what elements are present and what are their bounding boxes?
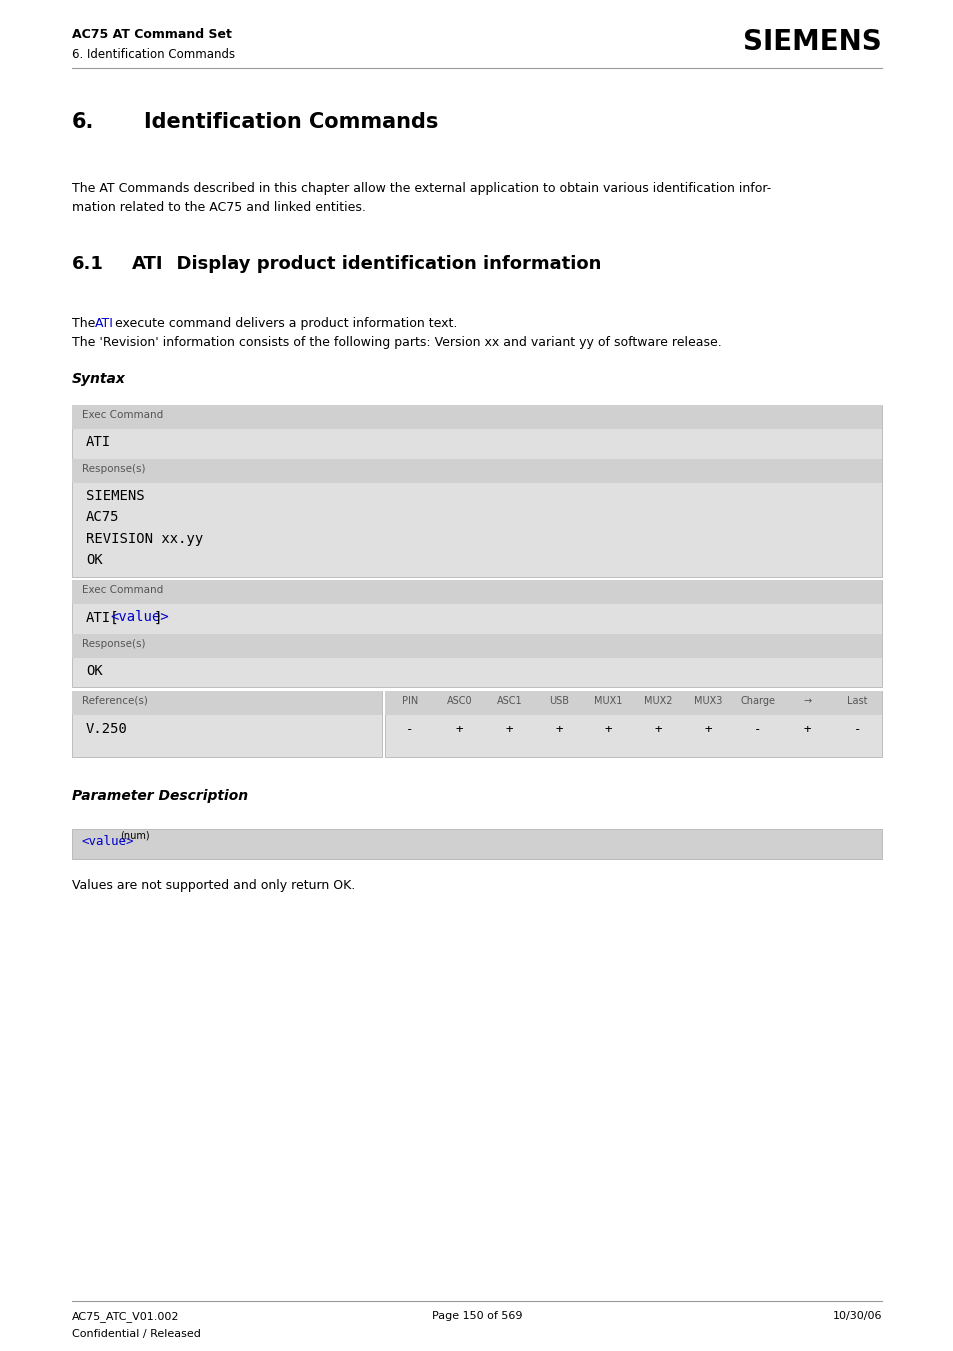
Text: ATI: ATI xyxy=(132,255,163,273)
Text: MUX1: MUX1 xyxy=(594,697,622,707)
Text: Last: Last xyxy=(846,697,866,707)
Text: The 'Revision' information consists of the following parts: Version xx and varia: The 'Revision' information consists of t… xyxy=(71,336,721,349)
Text: SIEMENS: SIEMENS xyxy=(742,28,882,55)
Text: REVISION xx.yy: REVISION xx.yy xyxy=(86,532,203,546)
Text: -: - xyxy=(406,723,414,736)
Text: Values are not supported and only return OK.: Values are not supported and only return… xyxy=(71,880,355,893)
Text: SIEMENS: SIEMENS xyxy=(86,489,145,503)
Text: Display product identification information: Display product identification informati… xyxy=(164,255,600,273)
FancyBboxPatch shape xyxy=(71,459,882,484)
Text: MUX3: MUX3 xyxy=(693,697,721,707)
Text: Identification Commands: Identification Commands xyxy=(144,112,438,132)
FancyBboxPatch shape xyxy=(71,580,882,688)
FancyBboxPatch shape xyxy=(71,635,882,658)
Text: AC75 AT Command Set: AC75 AT Command Set xyxy=(71,28,232,41)
Text: Response(s): Response(s) xyxy=(82,639,146,650)
Text: The AT Commands described in this chapter allow the external application to obta: The AT Commands described in this chapte… xyxy=(71,182,770,195)
Text: 10/30/06: 10/30/06 xyxy=(832,1310,882,1321)
FancyBboxPatch shape xyxy=(71,405,882,430)
Text: Charge: Charge xyxy=(740,697,775,707)
Text: +: + xyxy=(802,723,810,736)
Text: The: The xyxy=(71,317,99,330)
Text: +: + xyxy=(654,723,661,736)
Text: (num): (num) xyxy=(120,831,150,842)
Text: ASC1: ASC1 xyxy=(496,697,521,707)
Text: ASC0: ASC0 xyxy=(446,697,472,707)
Text: USB: USB xyxy=(548,697,568,707)
Text: ATI[: ATI[ xyxy=(86,611,119,624)
Text: Response(s): Response(s) xyxy=(82,465,146,474)
Text: -: - xyxy=(753,723,760,736)
Text: Exec Command: Exec Command xyxy=(82,585,163,594)
Text: ]: ] xyxy=(153,611,162,624)
FancyBboxPatch shape xyxy=(71,690,381,715)
Text: OK: OK xyxy=(86,554,103,567)
FancyBboxPatch shape xyxy=(385,690,882,757)
FancyBboxPatch shape xyxy=(71,830,882,858)
FancyBboxPatch shape xyxy=(71,405,882,577)
Text: ATI: ATI xyxy=(86,435,111,450)
FancyBboxPatch shape xyxy=(385,690,882,715)
Text: Parameter Description: Parameter Description xyxy=(71,789,248,802)
Text: +: + xyxy=(555,723,562,736)
Text: ATI: ATI xyxy=(94,317,113,330)
Text: +: + xyxy=(505,723,513,736)
Text: 6. Identification Commands: 6. Identification Commands xyxy=(71,49,234,61)
Text: <value>: <value> xyxy=(82,835,134,848)
Text: Syntax: Syntax xyxy=(71,372,126,386)
Text: <value>: <value> xyxy=(111,611,169,624)
Text: 6.1: 6.1 xyxy=(71,255,104,273)
Text: mation related to the AC75 and linked entities.: mation related to the AC75 and linked en… xyxy=(71,201,366,213)
Text: Confidential / Released: Confidential / Released xyxy=(71,1329,201,1339)
Text: OK: OK xyxy=(86,663,103,678)
Text: AC75: AC75 xyxy=(86,511,119,524)
Text: Page 150 of 569: Page 150 of 569 xyxy=(432,1310,521,1321)
Text: →: → xyxy=(802,697,811,707)
Text: V.250: V.250 xyxy=(86,721,128,736)
Text: +: + xyxy=(703,723,711,736)
Text: +: + xyxy=(604,723,612,736)
FancyBboxPatch shape xyxy=(71,690,381,757)
FancyBboxPatch shape xyxy=(71,580,882,604)
Text: 6.: 6. xyxy=(71,112,94,132)
Text: MUX2: MUX2 xyxy=(643,697,672,707)
Text: PIN: PIN xyxy=(401,697,417,707)
Text: Reference(s): Reference(s) xyxy=(82,696,148,705)
Text: -: - xyxy=(853,723,860,736)
Text: AC75_ATC_V01.002: AC75_ATC_V01.002 xyxy=(71,1310,179,1321)
Text: Exec Command: Exec Command xyxy=(82,409,163,420)
Text: execute command delivers a product information text.: execute command delivers a product infor… xyxy=(111,317,456,330)
Text: +: + xyxy=(456,723,463,736)
